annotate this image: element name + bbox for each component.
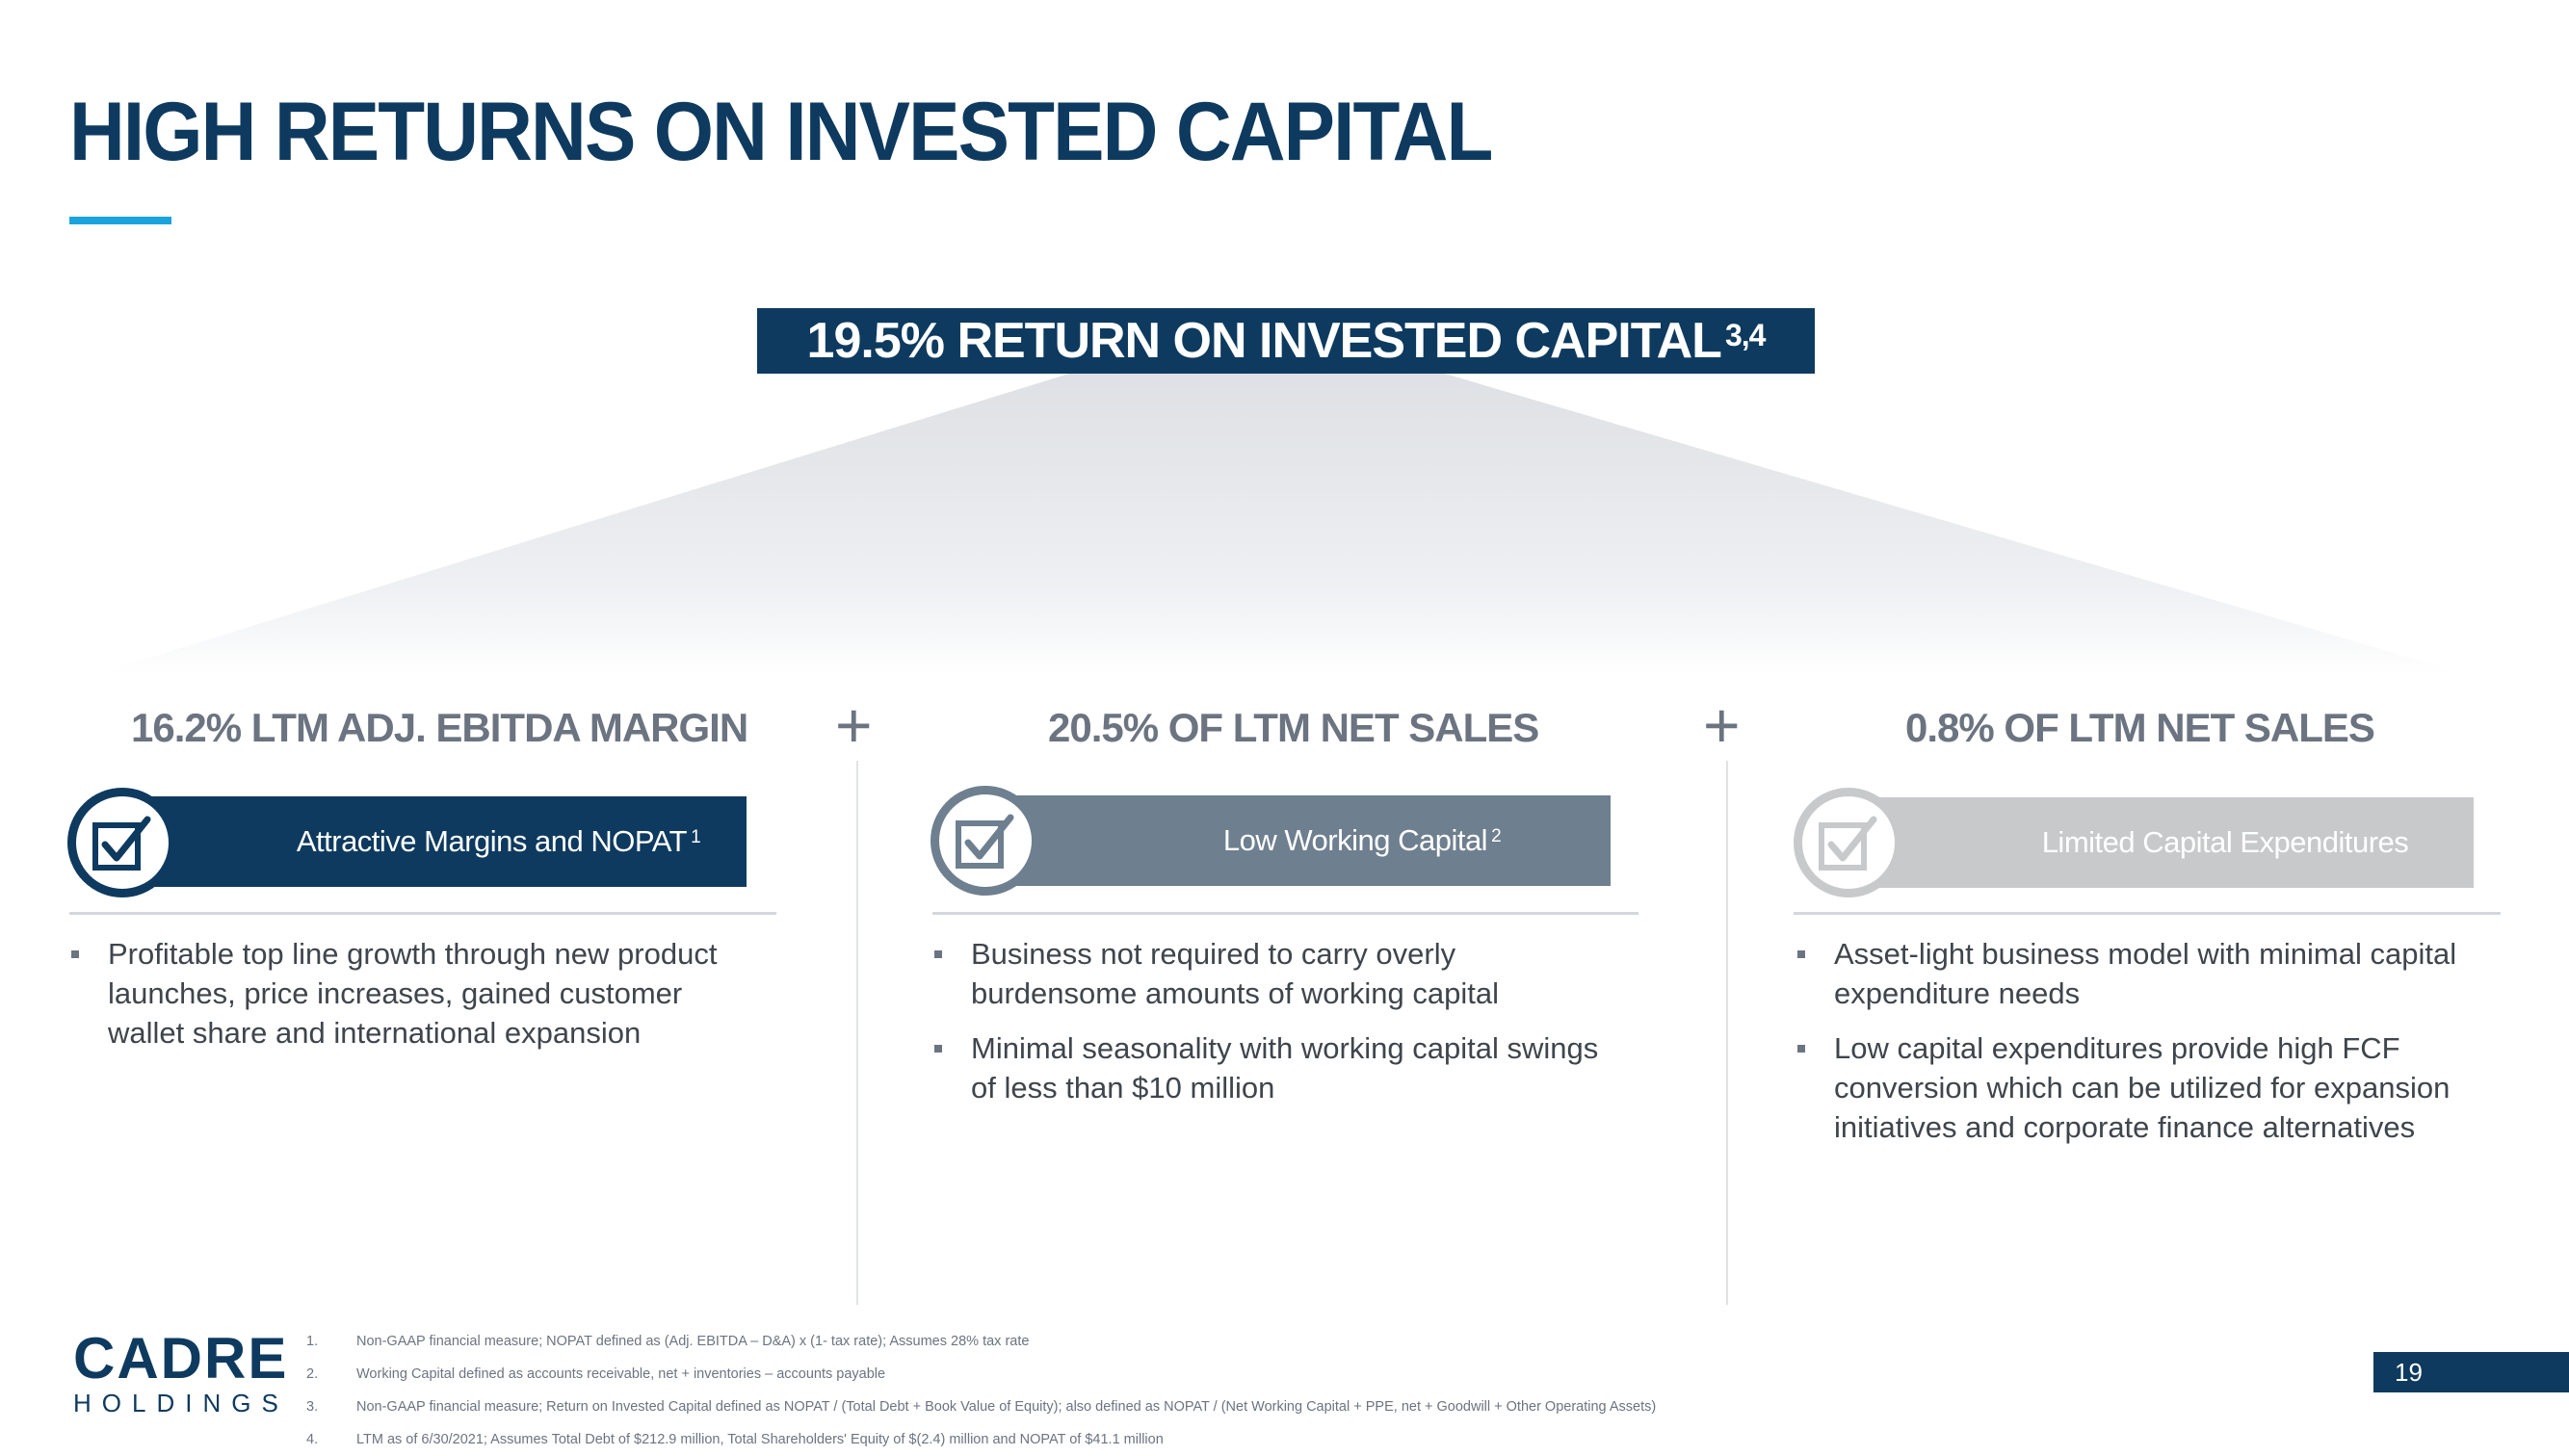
plus-sign-1: + — [835, 689, 873, 761]
badge-1-circle — [67, 788, 177, 897]
footnote-item: 2. Working Capital defined as accounts re… — [306, 1358, 1656, 1391]
footnote-number: 4. — [306, 1432, 319, 1447]
footnote-number: 2. — [306, 1366, 319, 1382]
footnote-number: 1. — [306, 1334, 319, 1349]
badge-limited-capex: Limited Capital Expenditures — [1871, 797, 2474, 888]
badge-2-label: Low Working Capital — [1222, 823, 1488, 857]
checkbox-check-icon — [956, 814, 1014, 869]
list-item: Low capital expenditures provide high FC… — [1796, 1028, 2489, 1147]
footnote-text: Non-GAAP financial measure; NOPAT define… — [356, 1334, 1030, 1349]
badge-2-circle — [931, 786, 1040, 896]
badge-1-footnote-ref: 1 — [691, 827, 701, 847]
footnote-item: 4. LTM as of 6/30/2021; Assumes Total Deb… — [306, 1423, 1656, 1456]
list-item: Business not required to carry overly bu… — [932, 934, 1626, 1013]
page-number: 19 — [2373, 1352, 2569, 1392]
column-3-bullets: Asset-light business model with minimal … — [1796, 934, 2489, 1162]
column-3-rule — [1794, 912, 2501, 915]
column-divider-2 — [1726, 761, 1728, 1305]
footnote-item: 1. Non-GAAP financial measure; NOPAT defi… — [306, 1325, 1656, 1358]
title-accent-line — [69, 217, 171, 224]
badge-attractive-margins: Attractive Margins and NOPAT 1 — [144, 796, 747, 887]
roic-banner: 19.5% RETURN ON INVESTED CAPITAL 3,4 — [757, 308, 1815, 374]
badge-3-circle — [1794, 788, 1903, 897]
footnote-text: LTM as of 6/30/2021; Assumes Total Debt … — [356, 1432, 1164, 1447]
column-3-heading: 0.8% OF LTM NET SALES — [1905, 705, 2375, 750]
list-item: Profitable top line growth through new p… — [69, 934, 763, 1053]
footnote-item: 3. Non-GAAP financial measure; Return on … — [306, 1391, 1656, 1423]
badge-2-footnote-ref: 2 — [1491, 826, 1502, 846]
column-1-rule — [69, 912, 776, 915]
column-1-heading: 16.2% LTM ADJ. EBITDA MARGIN — [131, 705, 748, 750]
badge-low-working-capital: Low Working Capital 2 — [1008, 795, 1611, 886]
pyramid-graphic — [96, 374, 2466, 674]
footnote-text: Working Capital defined as accounts rece… — [356, 1366, 886, 1382]
column-divider-1 — [856, 761, 858, 1305]
list-item: Asset-light business model with minimal … — [1796, 934, 2489, 1013]
column-2-bullets: Business not required to carry overly bu… — [932, 934, 1626, 1123]
pyramid-shape — [96, 374, 2466, 674]
column-2-rule — [932, 912, 1638, 915]
checkbox-check-icon — [1819, 816, 1877, 871]
badge-3-label: Limited Capital Expenditures — [2041, 825, 2409, 859]
roic-banner-text: 19.5% RETURN ON INVESTED CAPITAL — [806, 313, 1722, 369]
list-item: Minimal seasonality with working capital… — [932, 1028, 1626, 1107]
checkbox-check-icon — [92, 816, 151, 871]
page-title: HIGH RETURNS ON INVESTED CAPITAL — [69, 86, 1493, 178]
footnote-text: Non-GAAP financial measure; Return on In… — [356, 1399, 1657, 1415]
logo-subtitle: HOLDINGS — [73, 1389, 289, 1417]
roic-banner-footnote-ref: 3,4 — [1724, 317, 1766, 352]
footnote-number: 3. — [306, 1399, 319, 1415]
footnotes: 1. Non-GAAP financial measure; NOPAT defi… — [306, 1325, 1656, 1456]
column-2-heading: 20.5% OF LTM NET SALES — [1048, 705, 1539, 750]
logo-wordmark: CADRE — [73, 1326, 289, 1391]
column-1-bullets: Profitable top line growth through new p… — [69, 934, 763, 1068]
badge-1-label: Attractive Margins and NOPAT — [296, 824, 688, 858]
plus-sign-2: + — [1703, 689, 1741, 761]
cadre-holdings-logo: CADRE HOLDINGS — [73, 1326, 289, 1417]
